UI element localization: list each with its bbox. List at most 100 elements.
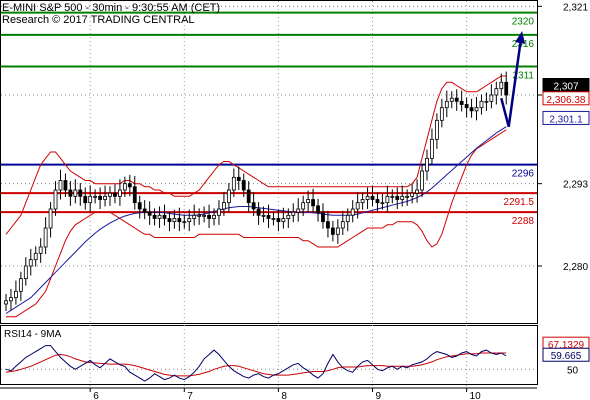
x-tick-label: 9 xyxy=(376,391,382,400)
candle-body xyxy=(489,94,494,102)
candle-body xyxy=(439,107,444,121)
candle-body xyxy=(152,214,157,219)
candle-body xyxy=(132,186,137,204)
candle-body xyxy=(231,176,236,191)
candle-body xyxy=(281,218,286,223)
candle-body xyxy=(157,214,162,219)
y-tick-label: 2,280 xyxy=(563,262,588,273)
candle-body xyxy=(316,205,320,213)
rsi-ma-line xyxy=(5,352,507,377)
candle-body xyxy=(321,211,325,223)
candle-body xyxy=(162,214,167,219)
candle-body xyxy=(385,195,390,204)
candle-body xyxy=(226,189,231,204)
candle-body xyxy=(83,195,88,204)
candle-body xyxy=(202,214,207,217)
candle-body xyxy=(340,221,345,229)
candle-body xyxy=(167,218,172,223)
candle-body xyxy=(306,199,311,204)
candle-body xyxy=(484,100,489,103)
rsi-y-tick-label: 50 xyxy=(567,365,579,376)
candle-body xyxy=(345,214,350,223)
x-tick-label: 6 xyxy=(93,391,99,400)
rsi-tag-label-rsi: 59.665 xyxy=(551,351,582,362)
candle-body xyxy=(63,180,68,191)
level-label-resistance: 2311 xyxy=(512,71,534,82)
candle-body xyxy=(73,189,78,197)
candle-body xyxy=(410,192,415,197)
candle-body xyxy=(58,180,63,191)
candle-body xyxy=(142,208,147,213)
candle-body xyxy=(380,202,385,205)
candle-body xyxy=(296,208,301,213)
bollinger-lower-line xyxy=(6,129,507,318)
candle-body xyxy=(78,189,83,197)
candle-body xyxy=(93,195,98,198)
candle-body xyxy=(375,199,380,204)
level-label-resistance: 2320 xyxy=(512,17,535,28)
candle-body xyxy=(459,100,464,105)
candle-body xyxy=(4,300,8,305)
candle-body xyxy=(14,290,18,299)
candle-body xyxy=(444,100,449,109)
level-label-resistance: 2316 xyxy=(512,39,535,50)
candle-body xyxy=(365,195,370,200)
rsi-tag-label-ma: 67.1329 xyxy=(548,340,585,351)
candle-body xyxy=(23,265,28,280)
candle-body xyxy=(420,170,424,191)
y-tick-label: 2,321 xyxy=(563,2,588,13)
candle-body xyxy=(212,214,216,219)
level-label-support: 2288 xyxy=(512,216,535,227)
candle-body xyxy=(286,214,291,219)
price-tag-label-last: 2,307 xyxy=(553,82,578,93)
candle-body xyxy=(395,195,400,200)
price-tag-upper xyxy=(542,91,590,106)
y-tick-label: 2,293 xyxy=(563,180,588,191)
candle-body xyxy=(326,221,330,229)
candle-body xyxy=(68,189,73,197)
candle-body xyxy=(177,218,182,223)
candle-body xyxy=(494,88,499,96)
candle-body xyxy=(251,202,256,210)
candle-body xyxy=(127,183,132,188)
candle-body xyxy=(499,81,504,90)
price-tag-label-ma: 2,301.1 xyxy=(549,114,583,125)
candle-body xyxy=(98,195,103,200)
price-tag-ma xyxy=(542,110,590,125)
level-label-support: 2291.5 xyxy=(503,197,534,208)
rsi-title: RSI14 - 9MA xyxy=(4,329,62,340)
moving-average-line xyxy=(5,126,507,314)
x-tick-label: 7 xyxy=(187,391,193,400)
candle-body xyxy=(241,180,246,191)
candle-body xyxy=(172,218,177,223)
candle-body xyxy=(350,208,355,216)
candle-body xyxy=(207,214,211,219)
candle-body xyxy=(9,297,13,302)
candle-body xyxy=(425,157,429,172)
candle-body xyxy=(43,227,48,248)
candle-body xyxy=(103,195,107,200)
candle-body xyxy=(48,208,53,229)
chart-title: E-MINI S&P 500 - 30min - 9:30:55 AM (CET… xyxy=(2,2,221,14)
candle-body xyxy=(330,227,335,235)
candle-body xyxy=(291,211,296,216)
candle-body xyxy=(118,189,122,197)
candle-body xyxy=(28,259,33,267)
candle-body xyxy=(261,214,266,217)
copyright-label: Research © 2017 TRADING CENTRAL xyxy=(2,14,195,26)
candle-body xyxy=(390,195,395,198)
candle-body xyxy=(197,214,202,217)
main-panel-frame xyxy=(0,0,538,324)
rsi-tag-rsi xyxy=(542,347,590,362)
candle-body xyxy=(217,208,221,216)
candle-body xyxy=(405,195,410,198)
candle-body xyxy=(137,202,142,210)
candle-body xyxy=(271,218,276,220)
candle-body xyxy=(474,107,479,112)
rsi-line xyxy=(5,345,507,382)
bollinger-upper-line xyxy=(5,75,507,235)
candle-body xyxy=(400,195,405,200)
candle-body xyxy=(276,218,281,223)
candle-body xyxy=(113,192,117,197)
candle-body xyxy=(236,176,241,181)
